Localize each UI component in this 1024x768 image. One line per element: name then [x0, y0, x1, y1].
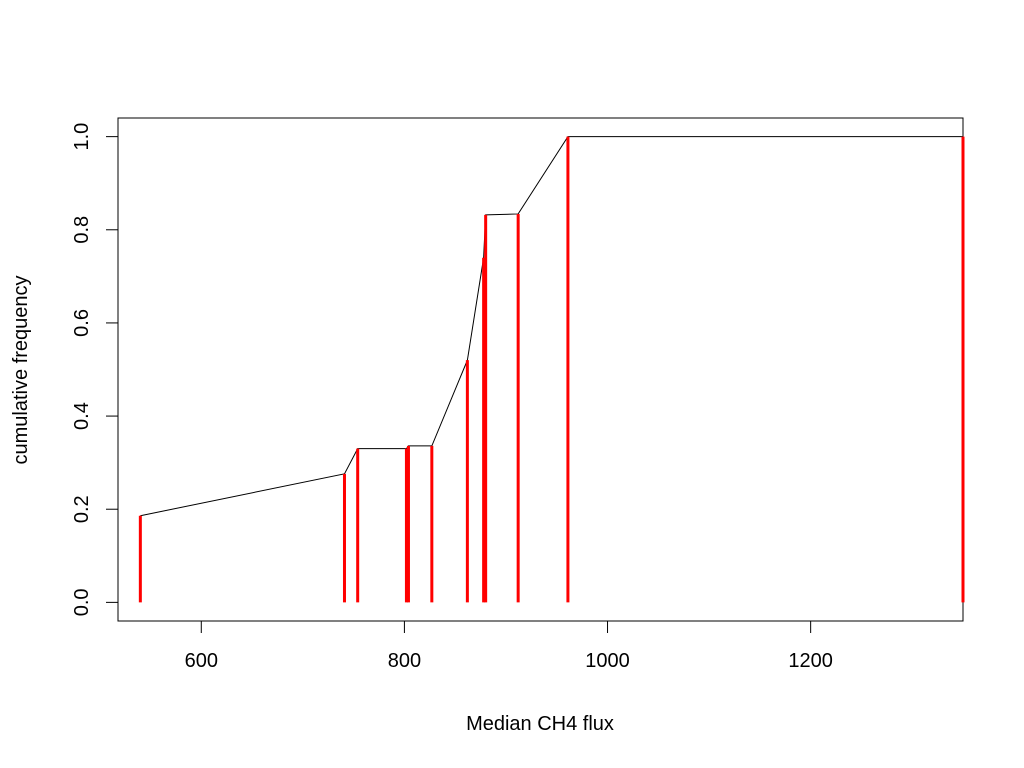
y-tick-label: 0.0 — [71, 588, 93, 616]
series-layer — [138, 136, 965, 603]
y-tick-label: 0.2 — [71, 495, 93, 523]
x-tick-label: 800 — [388, 650, 421, 672]
y-tick-label: 0.6 — [71, 309, 93, 337]
x-tick-label: 1200 — [788, 650, 833, 672]
y-axis-title: cumulative frequency — [10, 276, 32, 465]
x-tick-label: 1000 — [585, 650, 630, 672]
y-tick-label: 0.8 — [71, 216, 93, 244]
plot-frame — [117, 117, 964, 622]
y-tick-label: 1.0 — [71, 123, 93, 151]
cumulative-line — [140, 136, 963, 517]
y-tick-label: 0.4 — [71, 402, 93, 430]
y-axis: 0.0 0.2 0.4 0.6 0.8 1.0 — [71, 123, 119, 616]
x-axis: 600 800 1000 1200 — [185, 620, 833, 672]
x-axis-title: Median CH4 flux — [466, 713, 614, 735]
x-tick-label: 600 — [185, 650, 218, 672]
